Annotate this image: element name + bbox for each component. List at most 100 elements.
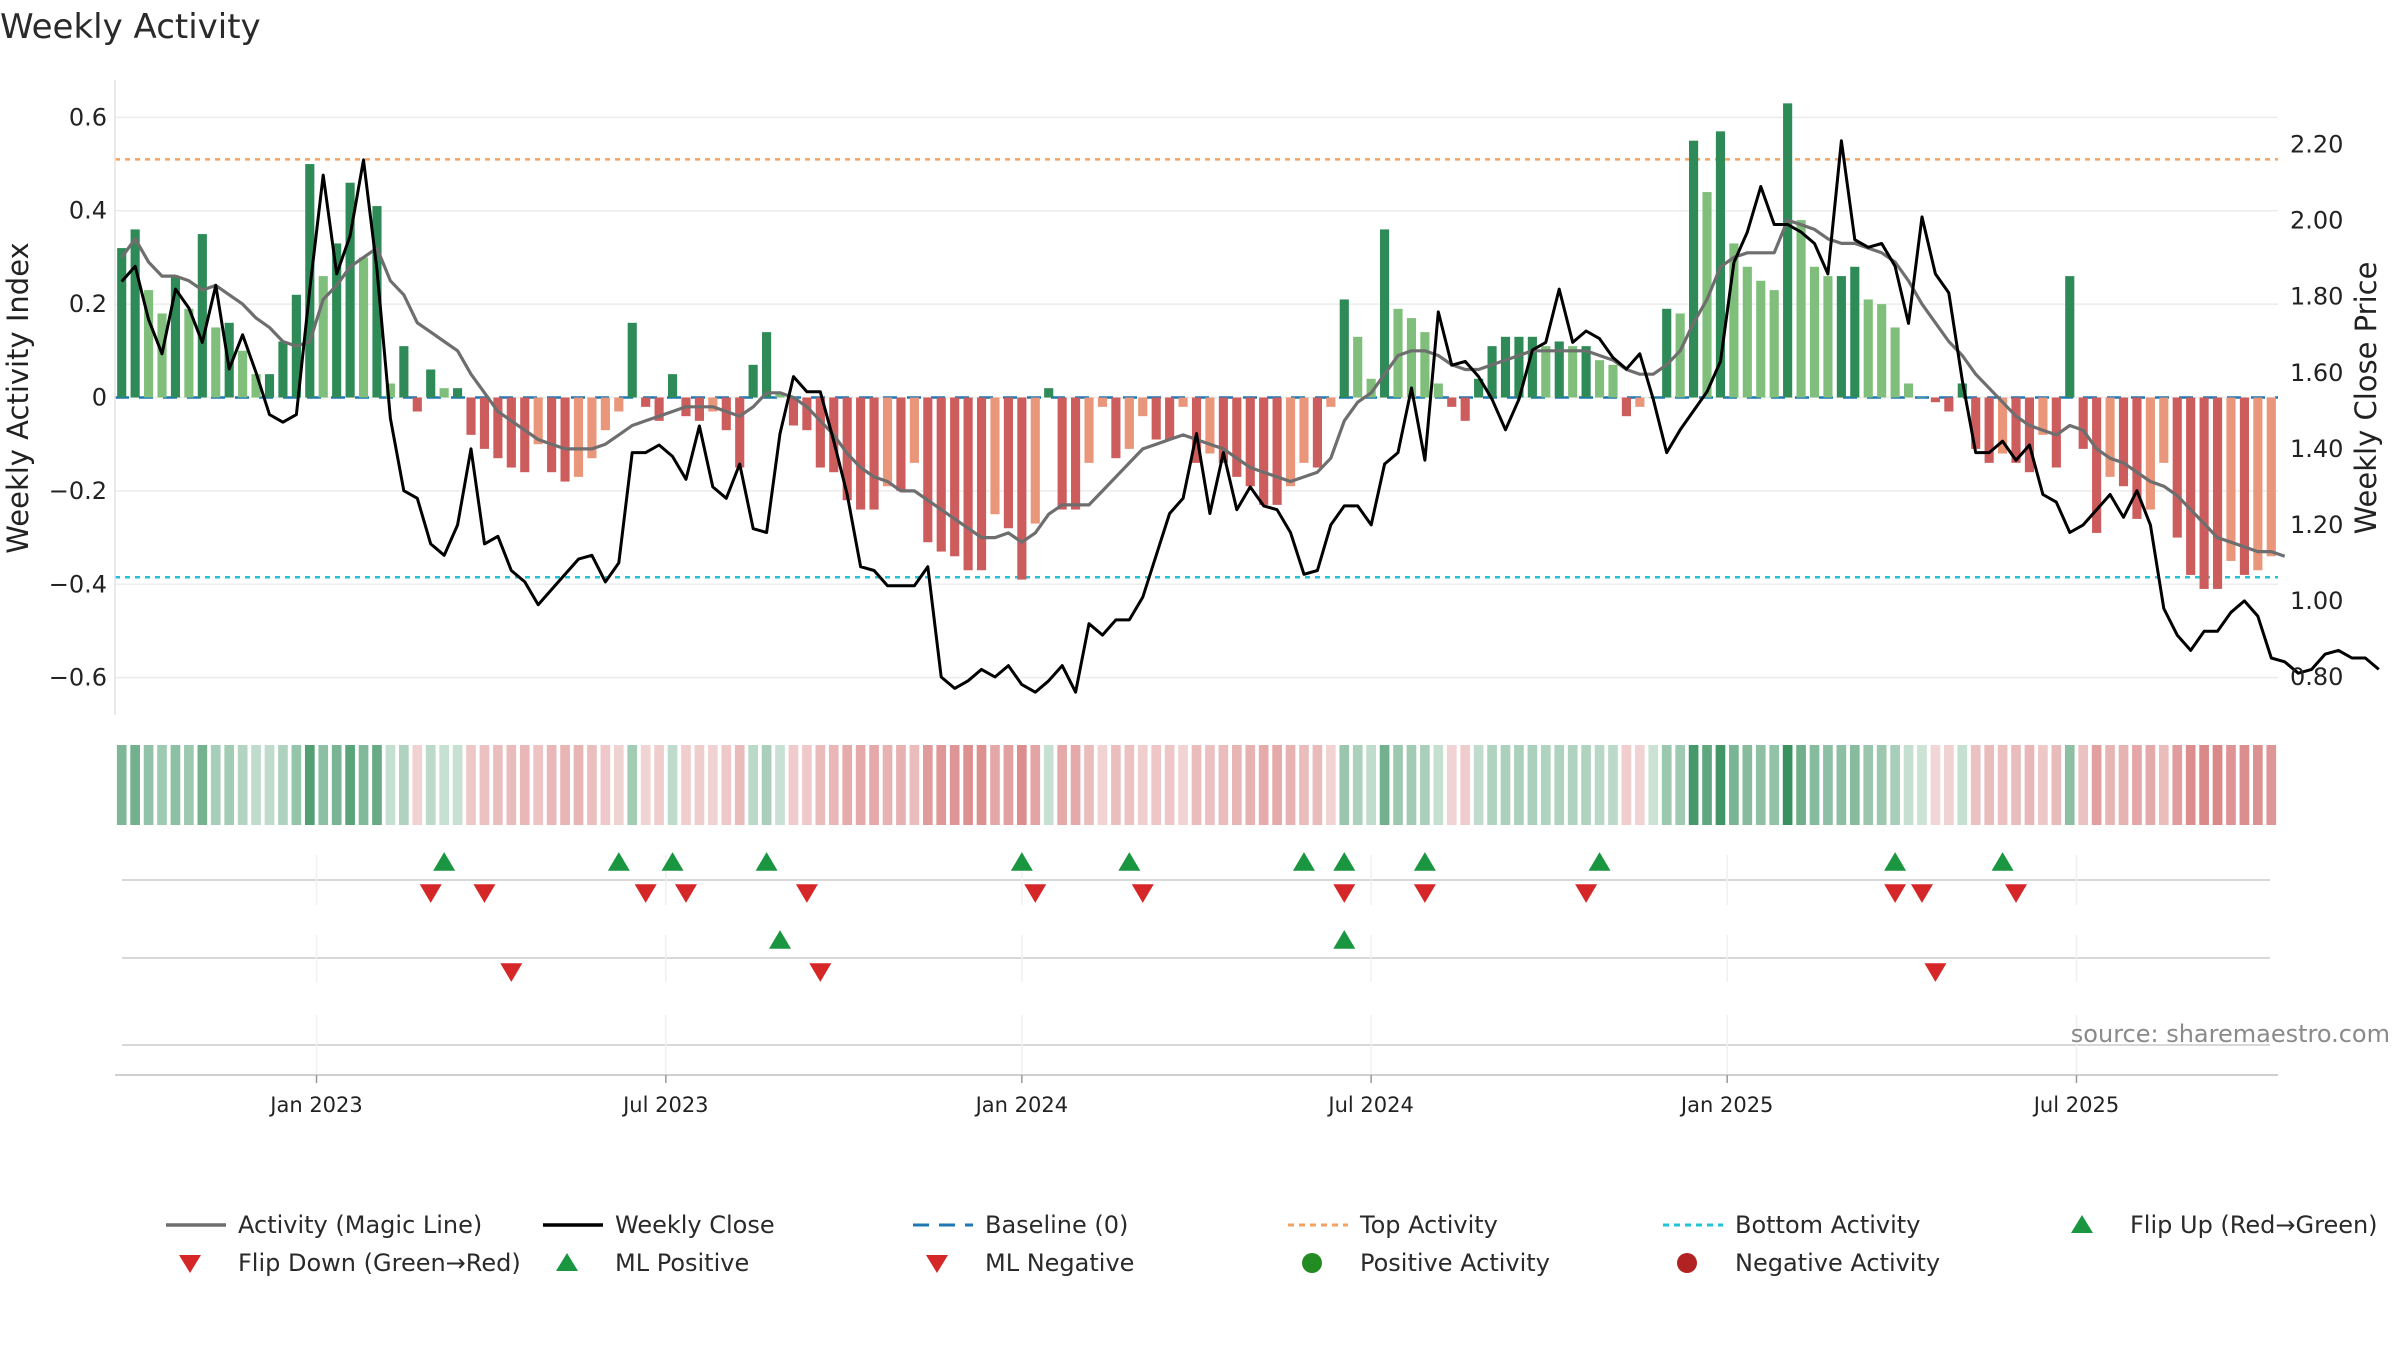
y2-tick-label: 2.20 [2290, 131, 2343, 159]
activity-bar [318, 276, 328, 398]
heat-cell [506, 745, 517, 825]
heat-cell [197, 745, 208, 825]
heat-cell [251, 745, 261, 825]
y-tick-label: −0.4 [49, 570, 107, 598]
activity-bar [1420, 332, 1430, 398]
activity-bar [385, 383, 395, 398]
activity-bars [117, 103, 2276, 589]
activity-bar [1971, 397, 1981, 449]
activity-bar [2159, 397, 2169, 463]
heat-cell [896, 745, 906, 825]
heat-cell [224, 745, 235, 825]
heat-cell [2051, 745, 2062, 825]
activity-bar [2092, 397, 2102, 533]
activity-bar [1447, 397, 1457, 407]
heat-cell [2158, 745, 2169, 825]
y-tick-label: 0.6 [69, 103, 107, 131]
legend-item-bottom: Bottom Activity [1663, 1211, 1920, 1239]
activity-bar [238, 350, 248, 398]
y-tick-label: 0 [92, 384, 107, 412]
activity-bar [2226, 397, 2236, 561]
flip-down-marker [674, 884, 697, 903]
activity-bar [117, 248, 127, 398]
heat-cell [1003, 745, 1014, 825]
activity-bar [1930, 397, 1940, 403]
y2-tick-label: 1.00 [2290, 587, 2343, 615]
legend-swatch-up-triangle [556, 1253, 578, 1271]
heat-cell [2091, 745, 2102, 825]
flip-down-marker [1413, 884, 1436, 903]
activity-bar [735, 397, 745, 468]
heat-cell [1124, 745, 1135, 825]
heat-cell [1339, 745, 1350, 825]
activity-bar [1957, 383, 1967, 398]
activity-bar [1285, 397, 1296, 487]
heat-cell [694, 745, 705, 825]
heat-cell [1917, 745, 1927, 825]
date-tick-label: Jan 2024 [974, 1093, 1069, 1117]
heat-cell [1406, 745, 1417, 825]
activity-bar [963, 397, 973, 571]
heat-cell [1487, 745, 1497, 825]
activity-bar [721, 397, 731, 431]
heat-cell [1057, 745, 1067, 825]
activity-bar [869, 397, 879, 510]
activity-bar [587, 397, 597, 459]
activity-bar [1836, 276, 1846, 398]
activity-bar [1165, 397, 1175, 440]
heat-cell [1205, 745, 1215, 825]
activity-bar [453, 388, 463, 398]
flip-up-marker [755, 852, 778, 871]
y-tick-label: 0.2 [69, 290, 107, 318]
heat-cell [2266, 745, 2277, 825]
signal-panels [122, 852, 2270, 1075]
activity-bar [493, 397, 503, 459]
activity-bar [2199, 397, 2209, 589]
activity-bar [1205, 397, 1215, 454]
heat-cell [1030, 745, 1041, 825]
activity-bar [1702, 192, 1712, 398]
activity-bar [1151, 397, 1161, 440]
heat-cell [318, 745, 329, 825]
activity-bar [130, 229, 140, 398]
activity-bar [1299, 397, 1309, 463]
flip-down-marker [419, 884, 442, 903]
legend-item-magic: Activity (Magic Line) [166, 1211, 482, 1239]
activity-bar [1312, 397, 1322, 468]
activity-bar [788, 397, 799, 426]
activity-bar [748, 364, 758, 398]
ml-negative-marker [809, 963, 832, 982]
heat-cell [130, 745, 140, 825]
date-tick-label: Jul 2023 [621, 1093, 708, 1117]
heat-cell [439, 745, 449, 825]
heat-cell [936, 745, 947, 825]
activity-bar [1017, 397, 1027, 580]
heat-cell [2064, 745, 2075, 825]
activity-bar [976, 397, 987, 571]
heat-cell [1446, 745, 1457, 825]
heat-cell [1540, 745, 1551, 825]
chart-title: Weekly Activity [0, 7, 261, 47]
ml-negative-marker [500, 963, 523, 982]
activity-bar [1272, 397, 1282, 505]
activity-bar [157, 313, 167, 398]
activity-bar [1339, 299, 1349, 398]
heat-cell [627, 745, 638, 825]
activity-bar [2011, 397, 2021, 463]
heat-cell [2011, 745, 2021, 825]
legend: Activity (Magic Line) Weekly Close Baselin… [166, 1211, 2378, 1277]
activity-bar [909, 397, 919, 463]
activity-bar [2266, 397, 2276, 557]
flip-down-marker [1575, 884, 1598, 903]
heat-cell [399, 745, 409, 825]
activity-bar [1500, 336, 1511, 398]
heat-cell [1084, 745, 1094, 825]
heat-cell [1379, 745, 1390, 825]
heat-cell [1984, 745, 1994, 825]
flip-up-marker [1292, 852, 1315, 871]
heat-cell [546, 745, 557, 825]
heat-cell [291, 745, 302, 825]
heat-cell [1635, 745, 1645, 825]
heat-cell [734, 745, 745, 825]
activity-bar [170, 276, 181, 398]
